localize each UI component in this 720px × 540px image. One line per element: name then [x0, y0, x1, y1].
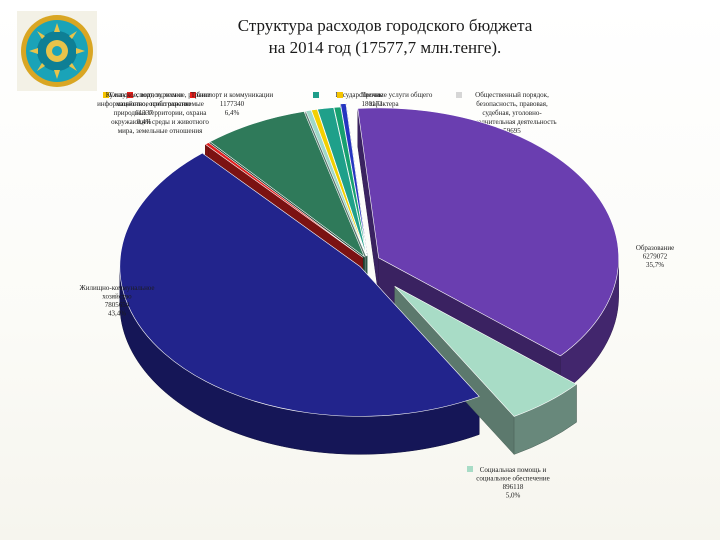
slice-9: [333, 106, 368, 257]
slice-label-swatch-2: [467, 466, 473, 472]
legend: Культура, спорт, туризм и информационное …: [97, 91, 556, 144]
legend-item-3: Транспорт и коммуникации 1177340 6,4%: [191, 91, 274, 117]
pie-slices: [119, 103, 619, 456]
title-line-2: на 2014 год (17577,7 млн.тенге).: [268, 38, 502, 57]
legend-swatch-2: [127, 92, 133, 98]
slice-3: [119, 152, 480, 417]
legend-item-5: Прочие 180173: [361, 91, 383, 108]
legend-swatch-1: [103, 92, 109, 98]
legend-swatch-7: [456, 92, 462, 98]
slice-10: [340, 103, 368, 254]
slice-7: [310, 108, 367, 257]
chart-title: Структура расходов городского бюджета на…: [120, 15, 650, 59]
legend-swatch-5: [337, 92, 343, 98]
emblem-icon: [17, 11, 97, 91]
legend-item-2: Сельское, водное, лесное, рыбное хозяйств…: [110, 91, 211, 135]
slice-8: [317, 107, 367, 257]
slice-label-3: Жилищно-коммунальное хозяйство 7805654 43,4…: [79, 284, 154, 318]
slice-label-1: Образование 6279072 35,7%: [636, 244, 674, 269]
title-line-1: Структура расходов городского бюджета: [237, 16, 533, 35]
legend-swatch-4: [313, 92, 319, 98]
legend-item-1: Культура, спорт, туризм и информационное …: [97, 91, 191, 126]
slice-2: [394, 286, 577, 417]
slice-labels: Образование 6279072 35,7% Социальная помощь…: [79, 244, 674, 500]
legend-swatch-3: [190, 92, 196, 98]
slice-label-2: Социальная помощь и социальное обеспечени…: [476, 466, 549, 500]
slice-5: [209, 111, 366, 258]
slice-4: [204, 142, 363, 258]
slice-1: [357, 107, 619, 357]
